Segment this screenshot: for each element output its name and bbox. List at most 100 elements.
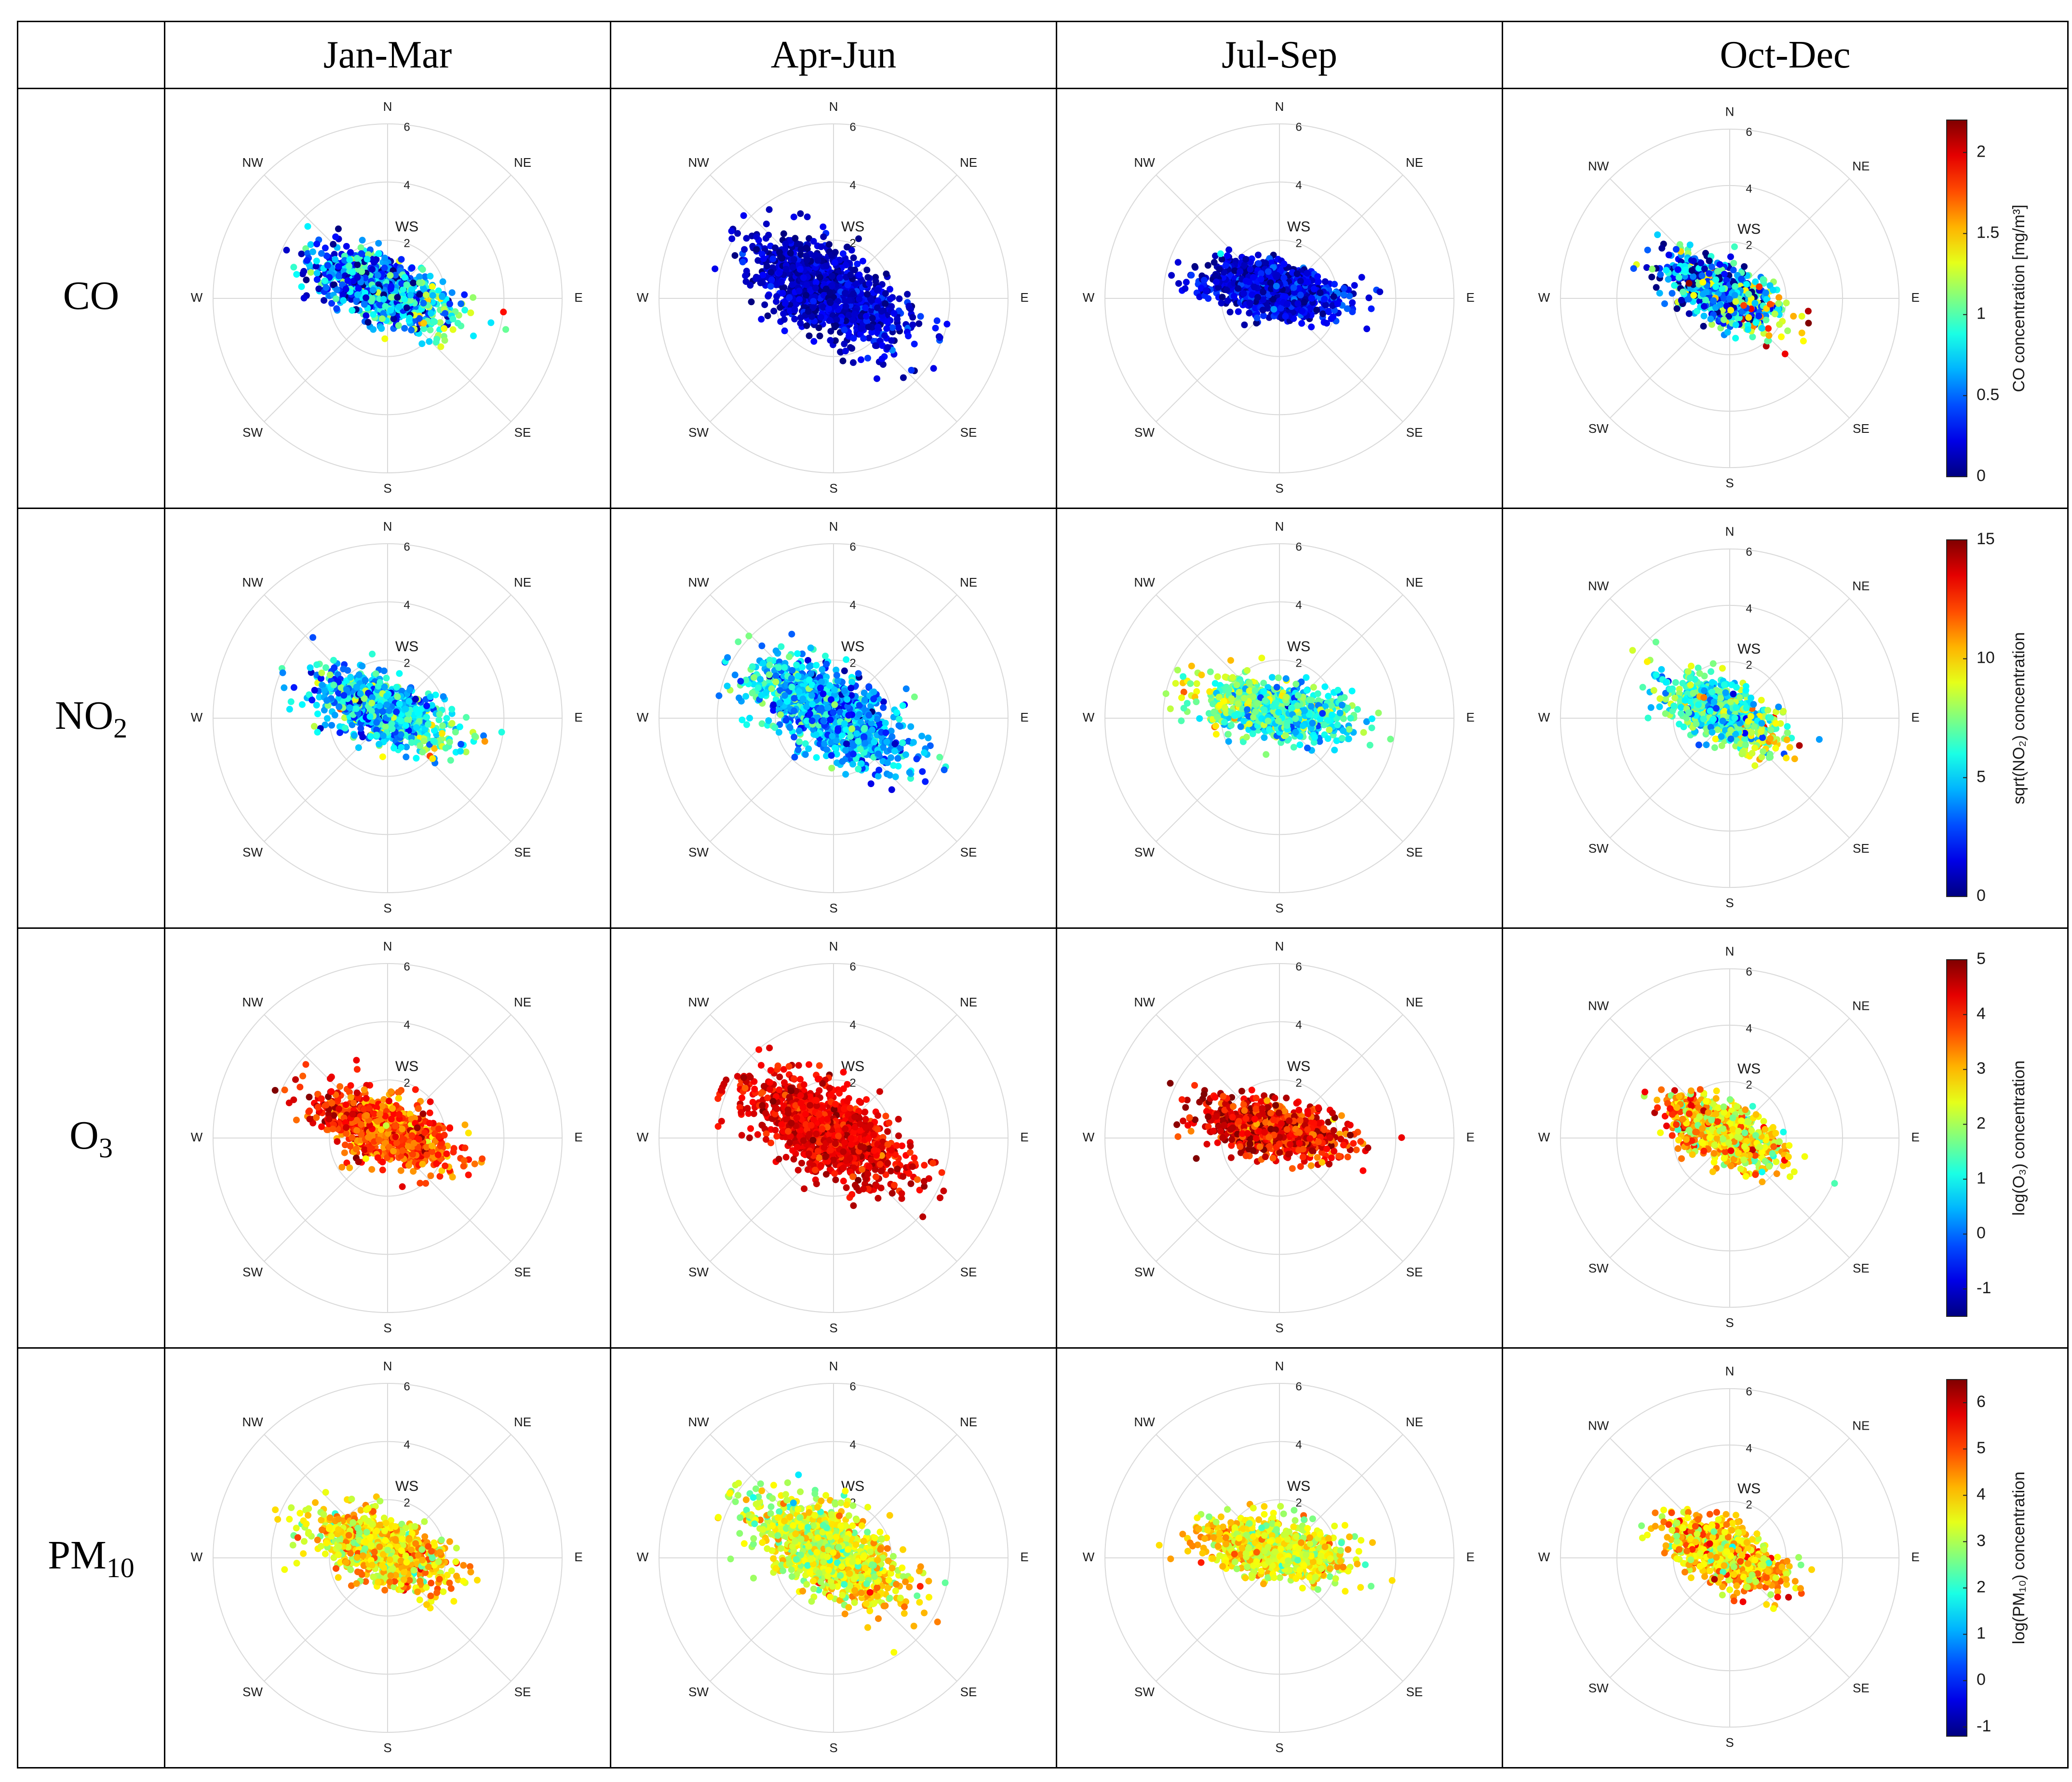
data-point (353, 683, 360, 691)
data-point (895, 324, 902, 331)
data-point (412, 696, 419, 703)
data-point (1340, 291, 1347, 298)
data-point (1701, 265, 1708, 272)
scatter-points (712, 206, 951, 382)
data-point (1304, 278, 1311, 285)
data-point (1690, 257, 1697, 265)
data-point (447, 757, 454, 764)
data-point (791, 256, 797, 263)
data-point (1654, 231, 1661, 238)
data-point (378, 315, 386, 322)
data-point (363, 255, 371, 263)
data-point (810, 298, 817, 305)
data-point (403, 304, 410, 311)
data-point (331, 251, 338, 258)
data-point (1698, 272, 1706, 279)
data-point (401, 325, 408, 332)
data-point (1278, 305, 1285, 312)
data-point (1805, 320, 1812, 327)
data-point (887, 295, 894, 303)
data-point (1299, 308, 1305, 315)
data-point (1280, 274, 1288, 281)
direction-label: S (1275, 481, 1283, 496)
data-point (741, 246, 748, 253)
data-point (839, 357, 847, 364)
data-point (1211, 272, 1219, 279)
data-point (328, 722, 335, 729)
data-point (883, 270, 890, 278)
data-point (911, 340, 918, 348)
data-point (457, 741, 465, 748)
data-point (379, 708, 386, 715)
data-point (1196, 293, 1203, 300)
row-label: CO (17, 88, 165, 509)
direction-label: E (574, 710, 582, 724)
data-point (470, 332, 477, 339)
data-point (416, 315, 423, 322)
direction-label: S (829, 481, 837, 496)
colorbar-tick-label: 0.5 (1977, 386, 1999, 404)
data-point (845, 311, 852, 319)
data-point (416, 273, 423, 281)
data-point (1727, 307, 1735, 314)
data-point (1358, 274, 1365, 281)
data-point (1273, 273, 1280, 281)
data-point (413, 755, 420, 762)
radial-tick-label: 4 (849, 179, 856, 192)
data-point (890, 310, 898, 317)
radial-axis-label: WS (841, 219, 864, 235)
data-point (841, 340, 848, 348)
data-point (1254, 294, 1261, 301)
data-point (786, 294, 793, 301)
data-point (351, 732, 358, 739)
pollutant-row: CO N NE E SE S SW W NW 2 4 6 WS N NE E SE S SW W NW 2 4 6 WS N… (17, 88, 2069, 509)
data-point (300, 295, 308, 302)
data-point (370, 259, 377, 266)
data-point (878, 308, 885, 315)
data-point (375, 250, 382, 257)
data-point (1204, 262, 1211, 269)
data-point (1280, 260, 1288, 268)
data-point (317, 675, 324, 682)
data-point (330, 241, 337, 248)
data-point (1218, 255, 1225, 263)
data-point (401, 295, 408, 303)
data-point (882, 300, 889, 307)
data-point (1174, 259, 1182, 266)
data-point (814, 257, 821, 264)
data-point (421, 273, 429, 280)
data-point (1798, 313, 1805, 320)
direction-label: NE (960, 575, 977, 590)
direction-label: N (829, 519, 838, 534)
data-point (780, 310, 787, 317)
data-point (395, 303, 403, 310)
data-point (1183, 279, 1190, 286)
data-point (1246, 299, 1253, 307)
polar-panel: N NE E SE S SW W NW 2 4 6 WS (610, 508, 1057, 929)
data-point (435, 716, 443, 724)
data-point (839, 250, 847, 257)
data-point (1217, 250, 1224, 257)
data-point (757, 279, 764, 286)
figure-grid: Jan-Mar Apr-Jun Jul-Sep Oct-Dec CO N NE E S… (17, 21, 2069, 1769)
data-point (355, 285, 362, 292)
data-point (403, 743, 410, 750)
data-point (776, 269, 783, 276)
data-point (849, 316, 856, 323)
data-point (1295, 285, 1303, 292)
data-point (766, 206, 773, 213)
direction-label: N (383, 99, 392, 114)
data-point (1745, 314, 1752, 321)
data-point (440, 693, 447, 700)
data-point (1726, 295, 1733, 303)
data-point (419, 266, 426, 273)
data-point (431, 318, 438, 325)
data-point (1699, 291, 1707, 298)
data-point (1304, 269, 1311, 277)
data-point (858, 356, 864, 363)
data-point (397, 731, 404, 738)
data-point (353, 296, 360, 304)
data-point (865, 323, 872, 331)
